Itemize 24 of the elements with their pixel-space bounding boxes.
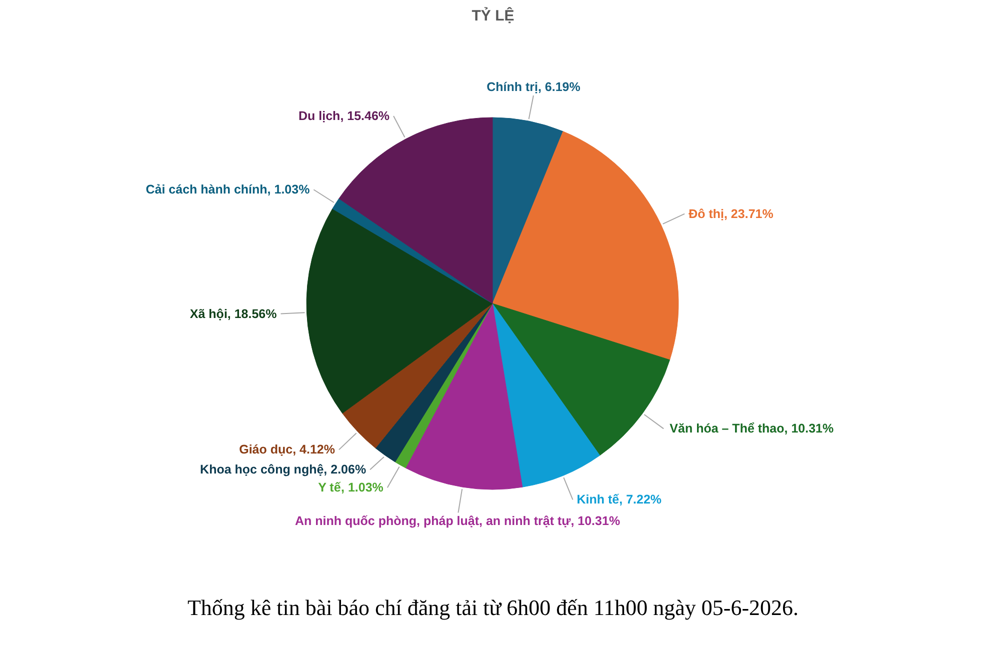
data-label: , 4.12% bbox=[292, 442, 335, 457]
data-label: , 18.56% bbox=[227, 306, 277, 321]
slice-label: Kinh tế bbox=[576, 492, 620, 507]
slice-label: Y tế bbox=[318, 480, 341, 495]
slice-label: An ninh quốc phòng, pháp luật, an ninh trật tự bbox=[295, 514, 572, 528]
data-label: , 23.71% bbox=[724, 206, 774, 221]
data-label: , 15.46% bbox=[340, 109, 390, 124]
slice-label: Đô thị bbox=[688, 206, 724, 221]
data-label: , 2.06% bbox=[324, 462, 366, 477]
data-label: , 7.22% bbox=[619, 492, 662, 507]
slice-label: Văn hóa – Thể thao bbox=[670, 422, 785, 436]
slice-label: Cải cách hành chính bbox=[146, 182, 268, 197]
slice-label: Khoa học công nghệ bbox=[200, 462, 324, 477]
slice-label: Du lịch bbox=[298, 109, 340, 124]
slice-label: Xã hội bbox=[190, 306, 228, 321]
data-label: , 6.19% bbox=[538, 80, 580, 94]
data-label: , 1.03% bbox=[341, 480, 384, 495]
slice-label: Chính trị bbox=[486, 80, 538, 94]
chart-title: TỶ LỆ bbox=[472, 6, 514, 24]
data-label: , 10.31% bbox=[784, 422, 834, 436]
text: Thống kê tin bài báo chí đăng tải từ 6h00 đến 11h00 ngày 05-6-2026. bbox=[187, 595, 799, 620]
data-label: , 1.03% bbox=[267, 182, 310, 197]
data-label: , 10.31% bbox=[570, 514, 620, 528]
slice-label: Giáo dục bbox=[239, 442, 293, 457]
